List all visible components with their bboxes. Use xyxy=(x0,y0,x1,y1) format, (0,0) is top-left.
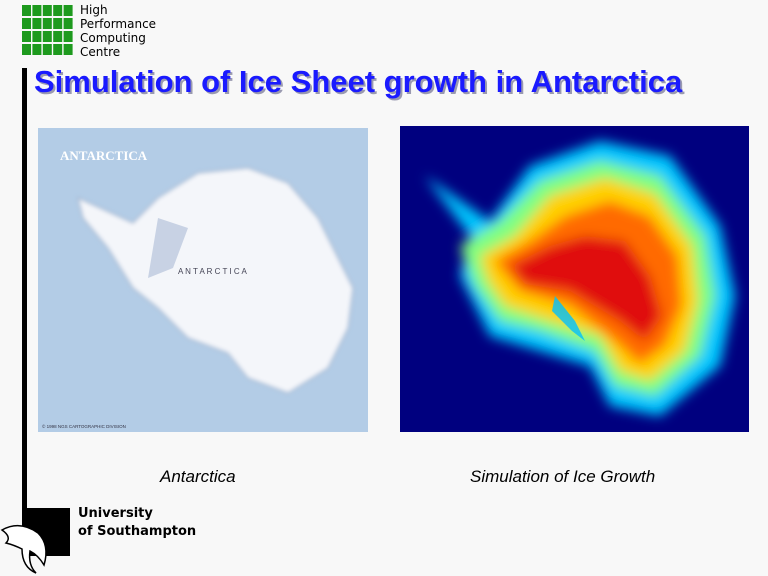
slide-title: Simulation of Ice Sheet growth in Antarc… xyxy=(34,64,683,99)
logo-square xyxy=(63,18,73,29)
hpc-logo-grid xyxy=(22,5,73,55)
map-credit: © 1998 NGS CARTOGRAPHIC DIVISION xyxy=(42,423,126,429)
logo-square xyxy=(53,5,63,16)
hpc-logo-text: High Performance Computing Centre xyxy=(80,3,156,59)
logo-line: Performance xyxy=(80,17,157,31)
logo-square xyxy=(32,18,42,29)
logo-square xyxy=(32,31,42,42)
logo-square xyxy=(22,18,31,29)
logo-square xyxy=(63,44,73,55)
logo-square xyxy=(63,31,73,42)
logo-square xyxy=(22,5,31,16)
logo-square xyxy=(53,44,63,55)
logo-square xyxy=(53,31,63,42)
logo-square xyxy=(42,31,52,42)
logo-square xyxy=(42,18,52,29)
logo-square xyxy=(22,31,31,42)
university-logo xyxy=(0,508,70,574)
logo-square xyxy=(32,44,42,55)
logo-square xyxy=(53,18,63,29)
caption: Simulation of Ice Growth xyxy=(470,467,656,486)
logo-square xyxy=(22,44,31,55)
logo-line: Centre xyxy=(80,45,121,59)
map-heading: ANTARCTICA xyxy=(60,148,148,163)
caption: Antarctica xyxy=(160,467,236,486)
antarctica-map: ANTARCTICA A N T A R C T I C A © 1998 NG… xyxy=(38,128,368,432)
logo-square xyxy=(32,5,42,16)
map-label: A N T A R C T I C A xyxy=(178,267,247,276)
university-line: of Southampton xyxy=(78,524,197,539)
logo-square xyxy=(63,5,73,16)
logo-square xyxy=(42,44,52,55)
logo-line: High xyxy=(80,3,108,17)
university-line: University xyxy=(78,506,153,521)
logo-line: Computing xyxy=(80,31,146,45)
university-name: University of Southampton xyxy=(78,505,196,541)
logo-square xyxy=(42,5,52,16)
simulation-image xyxy=(400,126,749,432)
side-bar xyxy=(22,68,27,510)
